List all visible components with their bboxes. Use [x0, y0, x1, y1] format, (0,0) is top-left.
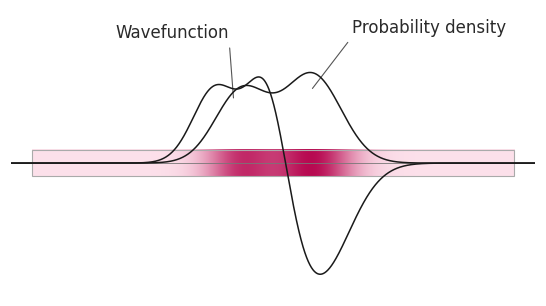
Text: Probability density: Probability density	[312, 19, 506, 88]
Text: Wavefunction: Wavefunction	[116, 24, 234, 98]
Bar	[32, 150, 514, 176]
